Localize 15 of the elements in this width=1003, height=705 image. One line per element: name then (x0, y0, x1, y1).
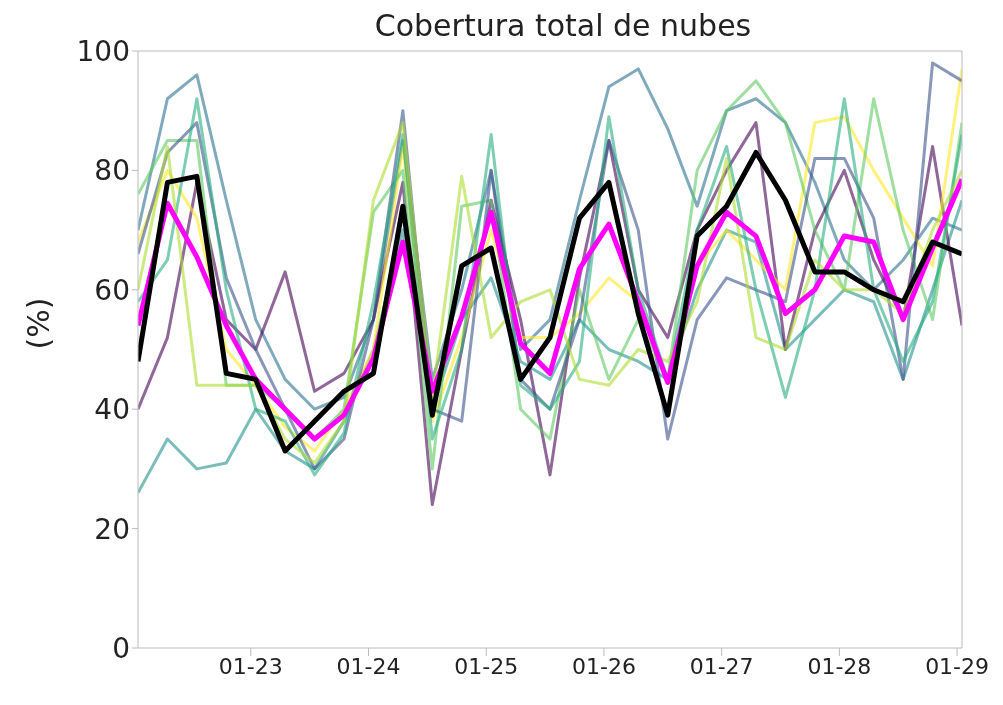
y-tick-label: 0 (112, 631, 130, 665)
y-tick-label: 80 (94, 154, 130, 188)
x-tick-label: 01-26 (571, 653, 636, 679)
y-tick-label: 20 (94, 512, 130, 546)
y-tick-label: 40 (94, 393, 130, 427)
y-tick-label: 60 (94, 273, 130, 307)
y-tick-label: 100 (76, 34, 130, 68)
x-tick-label: 01-23 (218, 653, 283, 679)
x-tick-label: 01-25 (454, 653, 519, 679)
x-tick-label: 01-28 (807, 653, 872, 679)
x-tick-label: 01-24 (336, 653, 401, 679)
x-tick-label: 01-27 (689, 653, 754, 679)
y-axis-title: (%) (20, 297, 56, 350)
chart-title: Cobertura total de nubes (373, 8, 753, 43)
x-tick-label: 01-29 (925, 653, 990, 679)
